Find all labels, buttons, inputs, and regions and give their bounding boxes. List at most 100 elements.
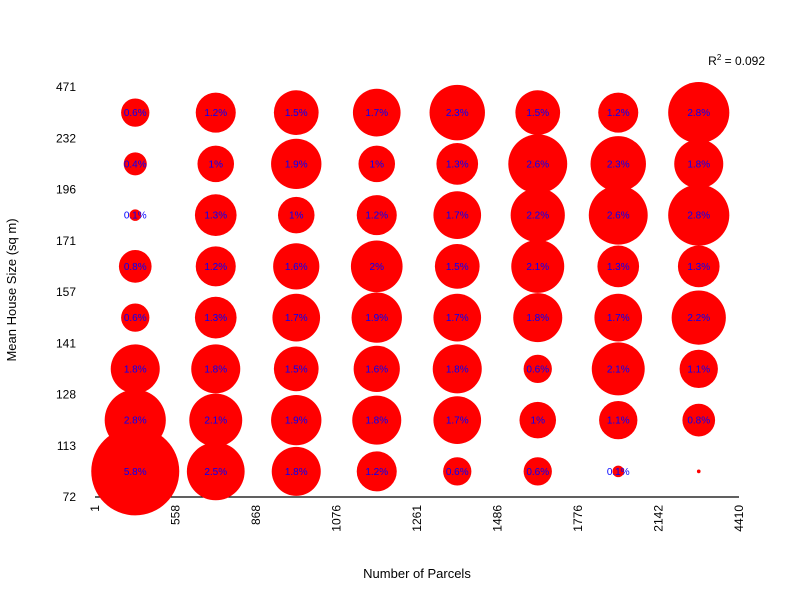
bubble: [682, 403, 716, 437]
bubbles: [91, 82, 730, 516]
cell-percent-label: 1.2%: [204, 108, 227, 119]
cell-percent-label: 1.9%: [285, 159, 308, 170]
bubble: [432, 344, 482, 394]
cell-percent-label: 1.8%: [526, 313, 549, 324]
bubble: [523, 457, 552, 486]
y-tick-label: 171: [56, 234, 76, 248]
cell-percent-label: 1.3%: [687, 262, 710, 273]
bubble: [351, 292, 402, 343]
bubble: [433, 293, 482, 342]
cell-percent-label: 1.3%: [607, 262, 630, 273]
cell-percent-label: 1.7%: [446, 416, 469, 427]
y-tick-label: 128: [56, 388, 76, 402]
bubble: [197, 145, 235, 183]
x-tick-label: 1261: [410, 505, 424, 532]
cell-percent-label: 0.1%: [124, 211, 147, 222]
bubble: [110, 344, 160, 394]
bubble: [121, 98, 150, 127]
cell-percent-label: 1.7%: [285, 313, 308, 324]
cell-percent-label: 2%: [370, 262, 385, 273]
y-tick-labels: 72 113 128 141 157 171 196 232 471: [56, 80, 76, 504]
cell-percent-label: 2.1%: [526, 262, 549, 273]
bubble: [668, 184, 730, 246]
cell-percent-label: 2.8%: [687, 108, 710, 119]
cell-percent-label: 1.7%: [446, 313, 469, 324]
x-tick-label: 868: [249, 505, 263, 525]
cell-percent-label: 0.1%: [607, 467, 630, 478]
cell-percent-label: 1.8%: [124, 364, 147, 375]
bubble: [513, 293, 563, 343]
cell-percent-label: 1.2%: [204, 262, 227, 273]
cell-percent-label: 2.1%: [607, 364, 630, 375]
bubble: [91, 427, 180, 516]
bubble: [350, 240, 403, 293]
bubble: [194, 296, 237, 339]
bubble: [597, 245, 640, 288]
bubble: [674, 139, 724, 189]
y-tick-label: 232: [56, 131, 76, 145]
bubble: [523, 354, 552, 384]
cell-percent-label: 1%: [370, 159, 385, 170]
cell-percent-label: 1.3%: [446, 159, 469, 170]
bubble: [195, 246, 236, 287]
cell-percent-label: 0.8%: [687, 416, 710, 427]
x-axis-title: Number of Parcels: [363, 566, 471, 581]
x-tick-labels: 1 558 868 1076 1261 1486 1776 2142 4410: [88, 505, 746, 532]
y-tick-label: 141: [56, 336, 76, 350]
cell-percent-label: 1.7%: [446, 211, 469, 222]
bubble: [191, 344, 241, 394]
cell-percent-label: 2.8%: [124, 416, 147, 427]
bubble: [588, 185, 648, 245]
cell-percent-label: 1.5%: [285, 108, 308, 119]
cell-percent-label: 1.6%: [365, 364, 388, 375]
cell-percent-label: 1%: [209, 159, 224, 170]
cell-percent-label: 1.8%: [365, 416, 388, 427]
bubble: [590, 136, 646, 192]
x-tick-label: 1486: [491, 505, 505, 532]
y-tick-label: 157: [56, 285, 76, 299]
cell-percent-label: 2.6%: [526, 159, 549, 170]
x-tick-label: 558: [169, 505, 183, 525]
bubble: [612, 465, 625, 478]
cell-percent-label: 1.9%: [285, 416, 308, 427]
bubble: [677, 245, 720, 288]
bubble: [123, 152, 147, 176]
cell-percent-label: 1.3%: [204, 211, 227, 222]
bubble: [273, 346, 319, 392]
bubble: [277, 196, 315, 234]
y-tick-label: 72: [63, 490, 77, 504]
bubble: [271, 446, 321, 496]
bubble: [353, 345, 400, 392]
bubble: [352, 395, 402, 445]
y-tick-label: 196: [56, 183, 76, 197]
cell-percent-label: 1.8%: [446, 364, 469, 375]
bubble: [433, 396, 482, 444]
cell-percent-label: 1.2%: [365, 467, 388, 478]
bubble: [104, 389, 166, 451]
bubble: [129, 209, 142, 221]
bubble: [434, 243, 480, 289]
r2-superscript: 2: [717, 53, 722, 62]
cell-percent-label: 0.8%: [124, 262, 147, 273]
bubble: [121, 303, 150, 332]
x-tick-label: 1776: [571, 505, 585, 532]
x-tick-label: 1076: [330, 505, 344, 532]
bubble: [598, 92, 639, 133]
bubble: [679, 349, 718, 389]
bubble: [671, 290, 726, 345]
bubble: [594, 293, 643, 342]
cell-percent-label: 1.3%: [204, 313, 227, 324]
bubble: [186, 442, 245, 501]
cell-percent-label: 0.6%: [124, 108, 147, 119]
cell-percent-label: 0.6%: [124, 313, 147, 324]
bubble: [510, 188, 565, 243]
x-tick-label: 1: [88, 505, 102, 512]
r2-prefix: R: [708, 54, 717, 68]
cell-percent-label: 1.6%: [285, 262, 308, 273]
bubble: [356, 195, 397, 236]
bubble: [352, 88, 401, 137]
cell-percent-label: 1.9%: [365, 313, 388, 324]
bubble: [271, 138, 322, 190]
bubble: [519, 401, 557, 439]
